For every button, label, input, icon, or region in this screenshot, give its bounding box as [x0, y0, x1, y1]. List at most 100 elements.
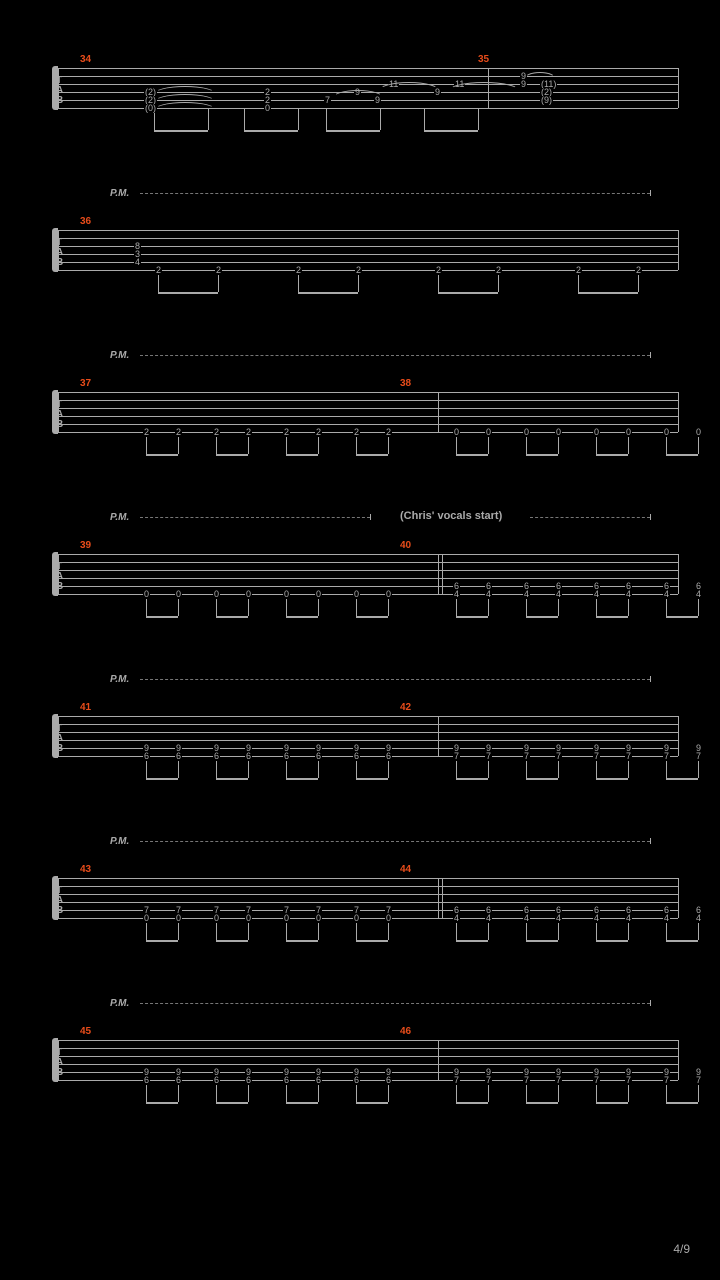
fret-number: 4 [555, 590, 562, 599]
fret-number: 0 [213, 590, 220, 599]
fret-number: 6 [353, 752, 360, 761]
measure-number: 39 [80, 540, 91, 551]
fret-number: 7 [523, 752, 530, 761]
fret-number: 0 [625, 428, 632, 437]
fret-number: 6 [143, 752, 150, 761]
fret-number: 6 [143, 1076, 150, 1085]
fret-number: 6 [245, 752, 252, 761]
tab-staff: TAB83422222222 [58, 230, 678, 270]
fret-number: 6 [175, 1076, 182, 1085]
tab-staff: TAB96969696969696969797979797979797 [58, 716, 678, 756]
tab-staff: TAB70707070707070706464646464646464 [58, 878, 678, 918]
tab-staff: TAB96969696969696969797979797979797 [58, 1040, 678, 1080]
page-number: 4/9 [673, 1242, 690, 1256]
fret-number: 4 [625, 590, 632, 599]
fret-number: 7 [625, 752, 632, 761]
fret-number: 4 [663, 914, 670, 923]
tab-staff: TAB(2)(2)(0)2207991191199(11)(2)(9) [58, 68, 678, 108]
fret-number: 7 [663, 1076, 670, 1085]
fret-number: 2 [495, 266, 502, 275]
fret-number: 6 [283, 1076, 290, 1085]
fret-number: 7 [593, 752, 600, 761]
fret-number: (9) [540, 96, 553, 105]
measure-number: 35 [478, 54, 489, 65]
fret-number: 0 [175, 590, 182, 599]
fret-number: 4 [625, 914, 632, 923]
fret-number: 7 [453, 1076, 460, 1085]
fret-number: 0 [143, 590, 150, 599]
tab-staff: TAB000000006464646464646464 [58, 554, 678, 594]
measure-number: 40 [400, 540, 411, 551]
fret-number: 7 [453, 752, 460, 761]
palm-mute-label: P.M. [110, 998, 129, 1009]
measure-number: 42 [400, 702, 411, 713]
fret-number: 0 [453, 428, 460, 437]
fret-number: 0 [353, 914, 360, 923]
fret-number: 4 [134, 258, 141, 267]
fret-number: 2 [213, 428, 220, 437]
fret-number: 4 [523, 590, 530, 599]
fret-number: 0 [523, 428, 530, 437]
fret-number: 4 [485, 914, 492, 923]
fret-number: 6 [283, 752, 290, 761]
fret-number: 0 [264, 104, 271, 113]
fret-number: 0 [385, 590, 392, 599]
fret-number: 0 [315, 590, 322, 599]
fret-number: 7 [555, 1076, 562, 1085]
palm-mute-label: P.M. [110, 674, 129, 685]
fret-number: 4 [593, 914, 600, 923]
fret-number: 0 [593, 428, 600, 437]
fret-number: 0 [485, 428, 492, 437]
measure-number: 46 [400, 1026, 411, 1037]
palm-mute-label: P.M. [110, 350, 129, 361]
fret-number: 7 [695, 752, 702, 761]
fret-number: 7 [695, 1076, 702, 1085]
fret-number: 6 [385, 1076, 392, 1085]
fret-number: 0 [213, 914, 220, 923]
fret-number: 4 [555, 914, 562, 923]
fret-number: 4 [695, 590, 702, 599]
measure-number: 38 [400, 378, 411, 389]
fret-number: 2 [575, 266, 582, 275]
fret-number: 0 [555, 428, 562, 437]
fret-number: 7 [663, 752, 670, 761]
fret-number: 2 [385, 428, 392, 437]
fret-number: 2 [245, 428, 252, 437]
fret-number: 4 [485, 590, 492, 599]
fret-number: 4 [453, 590, 460, 599]
fret-number: 7 [555, 752, 562, 761]
measure-number: 44 [400, 864, 411, 875]
fret-number: 0 [283, 590, 290, 599]
fret-number: 2 [315, 428, 322, 437]
fret-number: 2 [283, 428, 290, 437]
measure-number: 37 [80, 378, 91, 389]
fret-number: 0 [315, 914, 322, 923]
fret-number: 7 [593, 1076, 600, 1085]
measure-number: 41 [80, 702, 91, 713]
fret-number: 6 [213, 752, 220, 761]
fret-number: 7 [485, 1076, 492, 1085]
fret-number: 6 [315, 1076, 322, 1085]
fret-number: 7 [625, 1076, 632, 1085]
fret-number: 6 [213, 1076, 220, 1085]
tab-sheet-page: { "page": {"width": 720, "height": 1280,… [0, 0, 720, 1280]
fret-number: 0 [663, 428, 670, 437]
measure-number: 36 [80, 216, 91, 227]
fret-number: 4 [593, 590, 600, 599]
fret-number: 2 [155, 266, 162, 275]
fret-number: 2 [635, 266, 642, 275]
fret-number: 6 [245, 1076, 252, 1085]
palm-mute-label: P.M. [110, 836, 129, 847]
measure-number: 43 [80, 864, 91, 875]
fret-number: 2 [353, 428, 360, 437]
fret-number: 2 [175, 428, 182, 437]
fret-number: 2 [143, 428, 150, 437]
fret-number: 2 [435, 266, 442, 275]
lyric-annotation: (Chris' vocals start) [400, 510, 502, 522]
palm-mute-label: P.M. [110, 512, 129, 523]
fret-number: 0 [245, 914, 252, 923]
fret-number: 6 [385, 752, 392, 761]
fret-number: 0 [245, 590, 252, 599]
fret-number: 4 [453, 914, 460, 923]
fret-number: 4 [695, 914, 702, 923]
